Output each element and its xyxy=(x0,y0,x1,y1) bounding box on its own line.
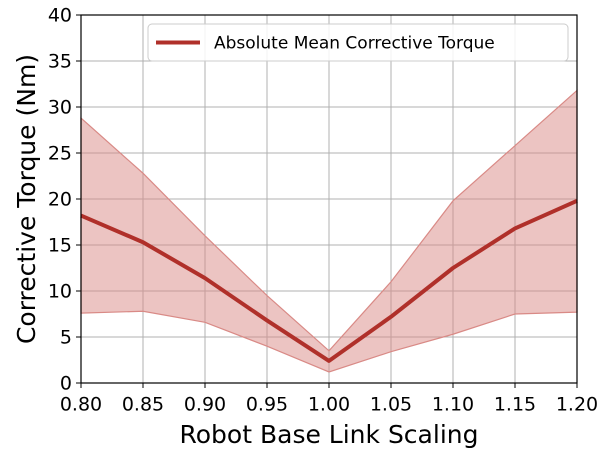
y-tick-label: 40 xyxy=(48,5,72,27)
x-tick-label: 0.90 xyxy=(184,394,226,416)
y-axis-label: Corrective Torque (Nm) xyxy=(12,54,41,344)
line xyxy=(80,199,578,363)
plot-frame xyxy=(80,14,578,384)
y-tick-label: 5 xyxy=(60,327,72,349)
x-tick-label: 1.20 xyxy=(556,394,598,416)
y-tick-label: 25 xyxy=(48,143,72,165)
x-tick-label: 1.10 xyxy=(432,394,474,416)
y-tick-label: 30 xyxy=(48,97,72,119)
legend-box xyxy=(147,23,569,62)
y-tick-label: 0 xyxy=(60,373,72,395)
x-tick-label: 1.00 xyxy=(308,394,350,416)
y-tick-label: 35 xyxy=(48,51,72,73)
x-tick-label: 0.80 xyxy=(60,394,102,416)
x-tick-label: 0.85 xyxy=(122,394,164,416)
x-tick-label: 1.15 xyxy=(494,394,536,416)
x-tick-label: 1.05 xyxy=(370,394,412,416)
legend-label: Absolute Mean Corrective Torque xyxy=(214,34,495,54)
y-tick-label: 10 xyxy=(48,281,72,303)
y-tick-label: 15 xyxy=(48,235,72,257)
x-tick-label: 0.95 xyxy=(246,394,288,416)
x-axis-label: Robot Base Link Scaling xyxy=(180,420,479,449)
y-tick-label: 20 xyxy=(48,189,72,211)
